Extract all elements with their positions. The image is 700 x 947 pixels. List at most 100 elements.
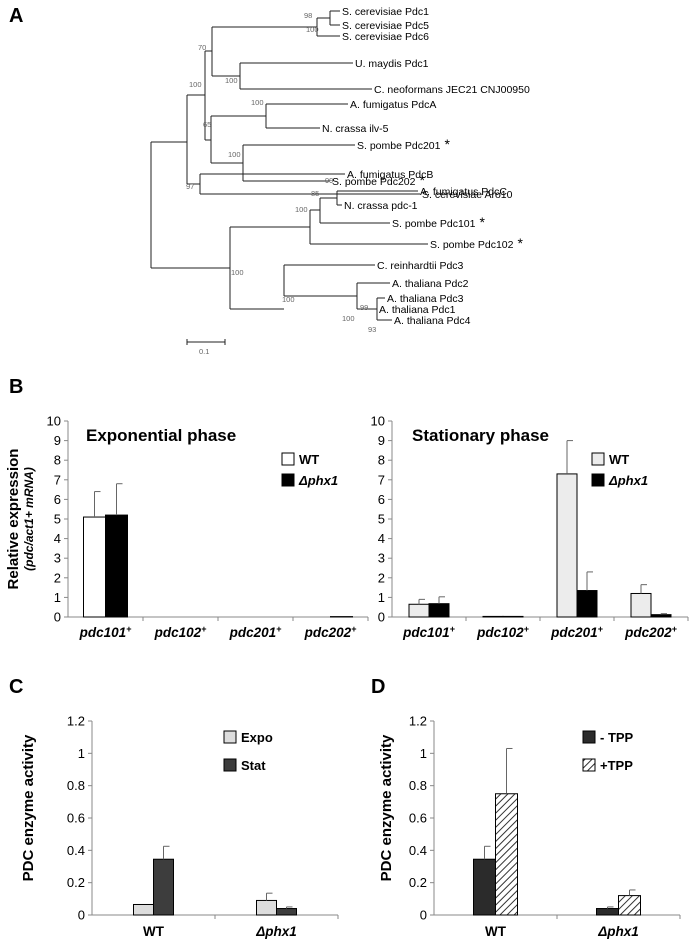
bootstrap-value: 100	[342, 314, 355, 323]
bar	[576, 590, 598, 618]
y-tick-label: 3	[378, 551, 385, 566]
scale-bar-label: 0.1	[199, 347, 209, 356]
superscript: +	[672, 624, 678, 634]
legend-swatch	[223, 758, 237, 772]
panel-letter-a: A	[9, 5, 23, 27]
tree-branch	[187, 51, 206, 140]
bootstrap-value: 100	[231, 268, 244, 277]
bootstrap-value: 97	[186, 182, 194, 191]
y-axis-title: PDC enzyme activity	[378, 734, 395, 881]
taxon-label: A. thaliana Pdc3	[387, 293, 464, 305]
tree-branch	[211, 104, 267, 128]
taxon-label: A. thaliana Pdc2	[392, 278, 469, 290]
phylogenetic-tree: 0.1 S. cerevisiae Pdc1 S. cerevisiae Pdc5…	[150, 6, 530, 356]
tick-label: pdc102+	[154, 624, 208, 640]
tree-branch	[212, 18, 318, 36]
taxon-label: N. crassa ilv-5	[322, 123, 389, 135]
bootstrap-value: 100	[295, 205, 308, 214]
legend-label: Δphx1	[608, 473, 648, 488]
y-tick-label: 0	[420, 908, 427, 923]
bar	[596, 908, 619, 916]
taxon-label: S. cerevisiae Pdc1	[342, 6, 429, 18]
tree-branch	[211, 145, 244, 181]
bar	[153, 858, 174, 916]
bar	[630, 592, 652, 618]
taxon-label: S. pombe Pdc202 *	[332, 172, 425, 188]
chart-d-pdc-activity-tpp: 0 0.2 0.4 0.6 0.8 1 1.2 WT Δphx1 - TPP +TPP PDC enz…	[378, 714, 681, 939]
tick-label: Δphx1	[255, 924, 297, 939]
scale-bar	[186, 339, 226, 345]
tree-branch	[230, 265, 285, 310]
bootstrap-value: 100	[306, 25, 319, 34]
tree-branch	[320, 191, 338, 205]
star-marker: *	[419, 172, 425, 188]
y-tick-label: 8	[378, 453, 385, 468]
bootstrap-value: 70	[198, 43, 206, 52]
y-tick-label: 1	[78, 746, 85, 761]
bar	[256, 899, 277, 916]
legend-swatch	[582, 758, 596, 772]
taxon-label: C. reinhardtii Pdc3	[377, 260, 464, 272]
superscript: +	[524, 624, 530, 634]
y-tick-label: 9	[378, 433, 385, 448]
tick-label: pdc102+	[476, 624, 530, 640]
tick-label: WT	[143, 924, 165, 939]
y-tick-label: 0	[54, 610, 61, 625]
tick-label: WT	[485, 924, 507, 939]
taxon-label: C. neoformans JEC21 CNJ00950	[374, 84, 530, 96]
legend-label: WT	[609, 452, 629, 467]
taxon-label: S. pombe Pdc102 *	[430, 235, 523, 251]
tree-branch	[310, 198, 321, 223]
tree-branch	[205, 27, 213, 76]
legend-swatch	[281, 473, 295, 487]
bootstrap-value: 99	[360, 303, 368, 312]
bootstrap-value: 100	[251, 98, 264, 107]
y-tick-label: 7	[378, 472, 385, 487]
tree-branch	[151, 227, 231, 309]
y-tick-label: 10	[47, 414, 61, 429]
superscript: +	[126, 624, 132, 634]
taxon-label: U. maydis Pdc1	[355, 58, 429, 70]
legend-label: WT	[299, 452, 319, 467]
bar	[428, 603, 450, 618]
legend-label: Stat	[241, 758, 266, 773]
bar	[408, 603, 430, 618]
taxon-label: S. cerevisiae Pdc6	[342, 31, 429, 43]
y-tick-label: 0	[378, 610, 385, 625]
superscript: +	[201, 624, 207, 634]
y-tick-label: 0	[78, 908, 85, 923]
tree-leaf-branches	[240, 62, 372, 90]
y-tick-label: 1	[420, 746, 427, 761]
y-tick-label: 1	[378, 590, 385, 605]
bar	[650, 614, 672, 618]
y-tick-label: 5	[54, 512, 61, 527]
bar	[618, 895, 641, 916]
y-tick-label: 0.6	[409, 811, 427, 826]
tick-label: Δphx1	[597, 924, 639, 939]
y-axis-title: PDC enzyme activity	[20, 734, 37, 881]
y-tick-label: 0.6	[67, 811, 85, 826]
taxon-label: A. fumigatus PdcA	[350, 99, 436, 111]
bootstrap-value: 85	[311, 189, 319, 198]
tree-leaf-branches	[317, 10, 340, 37]
star-marker: *	[517, 235, 523, 251]
bar	[473, 858, 496, 916]
y-tick-label: 0.4	[67, 843, 85, 858]
legend-label: Δphx1	[298, 473, 338, 488]
superscript: +	[598, 624, 604, 634]
legend-swatch	[582, 730, 596, 744]
y-tick-label: 1.2	[409, 714, 427, 729]
legend-swatch	[591, 452, 605, 466]
tick-label: pdc101+	[402, 624, 456, 640]
bar	[495, 793, 518, 916]
y-tick-label: 4	[54, 531, 61, 546]
tree-leaf-branches	[243, 144, 355, 182]
bar	[105, 514, 128, 618]
y-tick-label: 0.4	[409, 843, 427, 858]
y-tick-label: 9	[54, 433, 61, 448]
y-tick-label: 10	[371, 414, 385, 429]
tree-branch	[357, 282, 390, 320]
bootstrap-value: 100	[189, 80, 202, 89]
legend-label: - TPP	[600, 730, 634, 745]
chart-b-stationary: 0 1 2 3 4 5 6 7 8 9 10 pdc101+ pdc102+ pdc201+ pdc202+…	[371, 414, 689, 640]
